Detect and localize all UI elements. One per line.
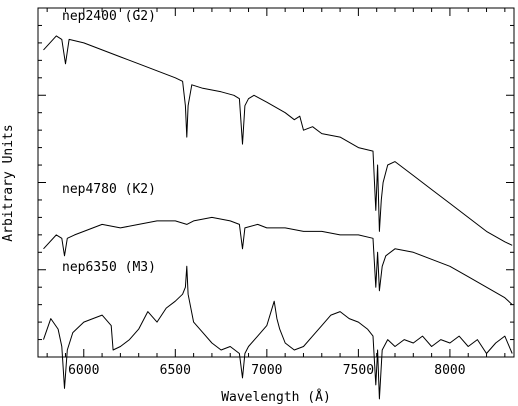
series-label-2: nep6350 (M3): [62, 260, 156, 275]
x-tick-label: 6000: [68, 363, 99, 378]
x-tick-label: 8000: [434, 363, 465, 378]
x-tick-label: 6500: [160, 363, 191, 378]
series-layer: [43, 35, 513, 400]
x-tick-label: 7500: [343, 363, 374, 378]
series-label-1: nep4780 (K2): [62, 182, 156, 197]
ticks-layer: 6000 6500 7000 7500 8000: [38, 8, 514, 378]
x-tick-label: 7000: [251, 363, 282, 378]
x-axis-title: Wavelength (Å): [221, 389, 331, 405]
series-line-2: [43, 265, 513, 400]
series-line-1: [43, 216, 513, 305]
series-label-0: nep2400 (G2): [62, 9, 156, 24]
label-layer: nep2400 (G2) nep4780 (K2) nep6350 (M3): [62, 9, 156, 275]
y-axis-title: Arbitrary Units: [1, 124, 16, 241]
series-line-0: [43, 35, 513, 246]
